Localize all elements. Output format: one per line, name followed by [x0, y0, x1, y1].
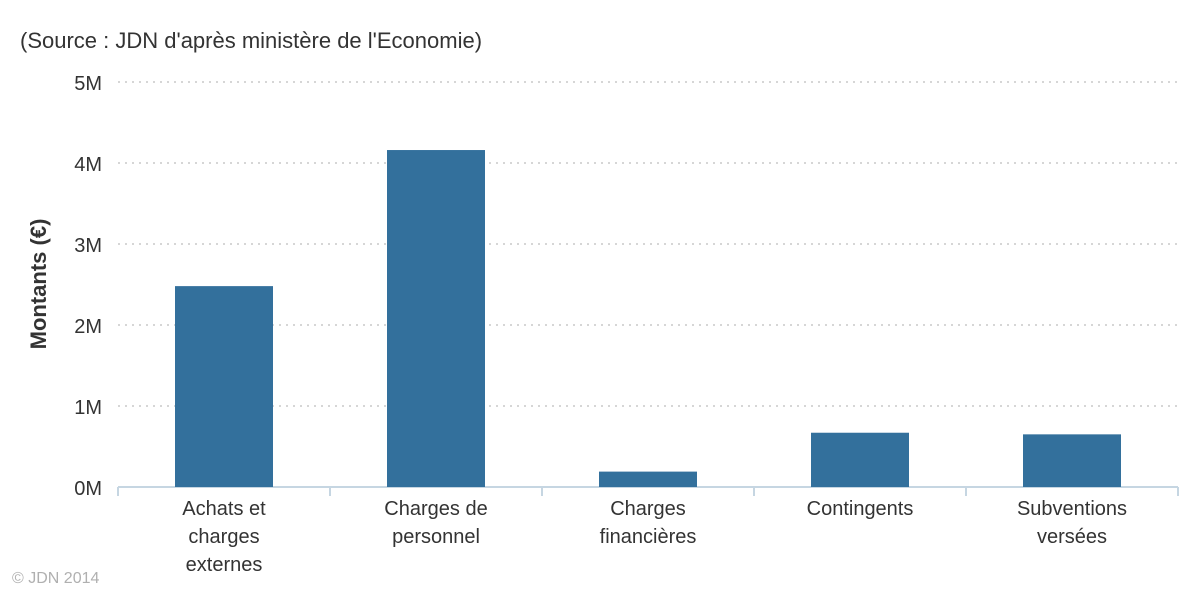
x-category-label-line: Charges de — [384, 498, 487, 520]
y-tick-label: 3M — [74, 235, 102, 257]
bar — [811, 432, 909, 487]
chart-subtitle: (Source : JDN d'après ministère de l'Eco… — [20, 28, 483, 53]
x-category-label-line: versées — [1037, 526, 1107, 548]
bar — [387, 150, 485, 488]
x-category-label: Contingents — [807, 498, 914, 520]
x-category-label-line: Achats et — [182, 498, 266, 520]
bar — [175, 286, 273, 487]
y-tick-label: 2M — [74, 316, 102, 338]
x-category-label: Subventions versées — [1017, 498, 1127, 548]
y-tick-label: 0M — [74, 478, 102, 500]
x-category-label-line: personnel — [392, 526, 480, 548]
y-axis-title: Montants (€) — [26, 219, 51, 350]
x-category-label-line: Contingents — [807, 498, 914, 520]
x-category-label-line: externes — [186, 554, 263, 576]
x-category-label: Charges financières — [600, 498, 697, 548]
x-category-label: Charges de personnel — [384, 498, 487, 548]
bar — [599, 471, 697, 487]
x-category-label-line: charges — [188, 526, 259, 548]
x-category-label-line: Subventions — [1017, 498, 1127, 520]
y-tick-label: 1M — [74, 397, 102, 419]
bar — [1023, 434, 1121, 487]
y-tick-label: 5M — [74, 73, 102, 95]
y-tick-label: 4M — [74, 154, 102, 176]
x-category-label-line: financières — [600, 526, 697, 548]
copyright-credit: © JDN 2014 — [12, 570, 100, 587]
x-category-label: Achats et charges externes — [182, 498, 266, 576]
x-category-label-line: Charges — [610, 498, 686, 520]
